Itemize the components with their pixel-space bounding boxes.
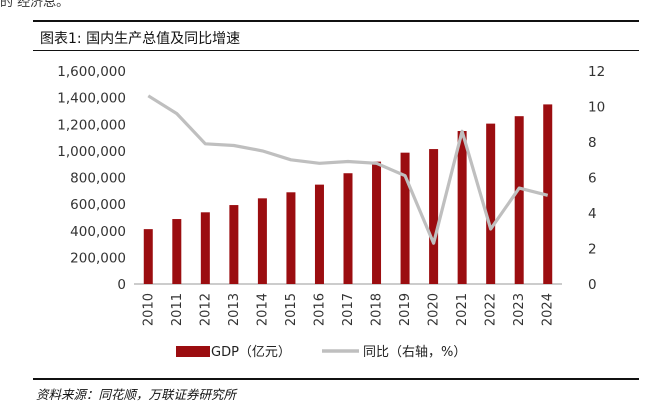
figure-title-bar: 图表1: 国内生产总值及同比增速 — [33, 20, 639, 51]
y-right-tick-label: 8 — [588, 135, 597, 151]
y-left-tick-label: 1,200,000 — [57, 117, 126, 133]
x-tick-label: 2020 — [427, 293, 442, 326]
line-series — [147, 94, 549, 245]
x-tick-label: 2010 — [141, 293, 156, 326]
y-right-tick-label: 4 — [588, 206, 597, 222]
gdp-bar — [143, 229, 153, 284]
y-right-tick-label: 12 — [588, 64, 605, 80]
gdp-bar — [343, 173, 353, 284]
y-left-tick-label: 1,400,000 — [57, 91, 126, 107]
y-left-tick-label: 400,000 — [70, 224, 126, 240]
y-right-tick-label: 2 — [588, 242, 597, 258]
gdp-bar — [286, 192, 296, 284]
gdp-bar — [229, 205, 239, 284]
y-right-tick-label: 10 — [588, 100, 605, 116]
x-tick-labels: 2010 2011 2012 2013 2014 2015 2016 2017 2018 2019… — [141, 293, 555, 326]
gdp-bar — [457, 131, 467, 284]
x-tick-label: 2015 — [284, 293, 299, 326]
x-tick-label: 2019 — [398, 293, 413, 326]
y-left-tick-label: 0 — [117, 277, 126, 293]
y-left-tick-label: 1,000,000 — [57, 144, 126, 160]
y-left-tick-label: 200,000 — [70, 250, 126, 266]
gdp-bar — [486, 123, 496, 284]
x-tick-label: 2024 — [541, 293, 556, 326]
gdp-bar — [429, 149, 439, 284]
legend-bar-label: GDP（亿元） — [211, 345, 291, 360]
y-left-tick-label: 800,000 — [70, 171, 126, 187]
gdp-bar — [314, 184, 324, 284]
y-left-tick-label: 1,600,000 — [57, 64, 126, 80]
legend-line-label: 同比（右轴，%） — [363, 345, 466, 360]
y-right-tick-label: 6 — [588, 171, 597, 187]
bar-series — [143, 104, 553, 284]
source-bar: 资料来源：同花顺，万联证券研究所 — [33, 378, 639, 402]
yoy-growth-line — [147, 94, 549, 245]
x-tick-label: 2022 — [484, 293, 499, 326]
chart-legend: GDP（亿元） 同比（右轴，%） — [176, 345, 466, 360]
y-right-tick-label: 0 — [588, 277, 597, 293]
x-tick-label: 2017 — [341, 293, 356, 326]
x-tick-label: 2013 — [227, 293, 242, 326]
gdp-bar — [257, 198, 267, 284]
gdp-bar — [372, 161, 382, 284]
gdp-bar — [200, 212, 210, 284]
gdp-bar — [172, 219, 182, 284]
y-left-tick-label: 600,000 — [70, 197, 126, 213]
x-tick-label: 2018 — [370, 293, 385, 326]
x-tick-label: 2021 — [455, 293, 470, 326]
figure-title: 图表1: 国内生产总值及同比增速 — [40, 31, 241, 47]
x-tick-label: 2014 — [255, 293, 270, 326]
x-tick-label: 2011 — [170, 293, 185, 326]
x-tick-label: 2016 — [312, 293, 327, 326]
x-tick-label: 2023 — [512, 293, 527, 326]
legend-bar-swatch — [176, 346, 210, 357]
gdp-bar — [400, 152, 410, 284]
source-note: 资料来源：同花顺，万联证券研究所 — [36, 387, 237, 402]
gdp-bar — [514, 116, 524, 284]
top-text-fragment: 的 经济总。 — [0, 0, 70, 10]
chart-axes: 0 200,000 400,000 600,000 800,000 1,000,000 1,… — [57, 64, 605, 293]
x-tick-label: 2012 — [198, 293, 213, 326]
